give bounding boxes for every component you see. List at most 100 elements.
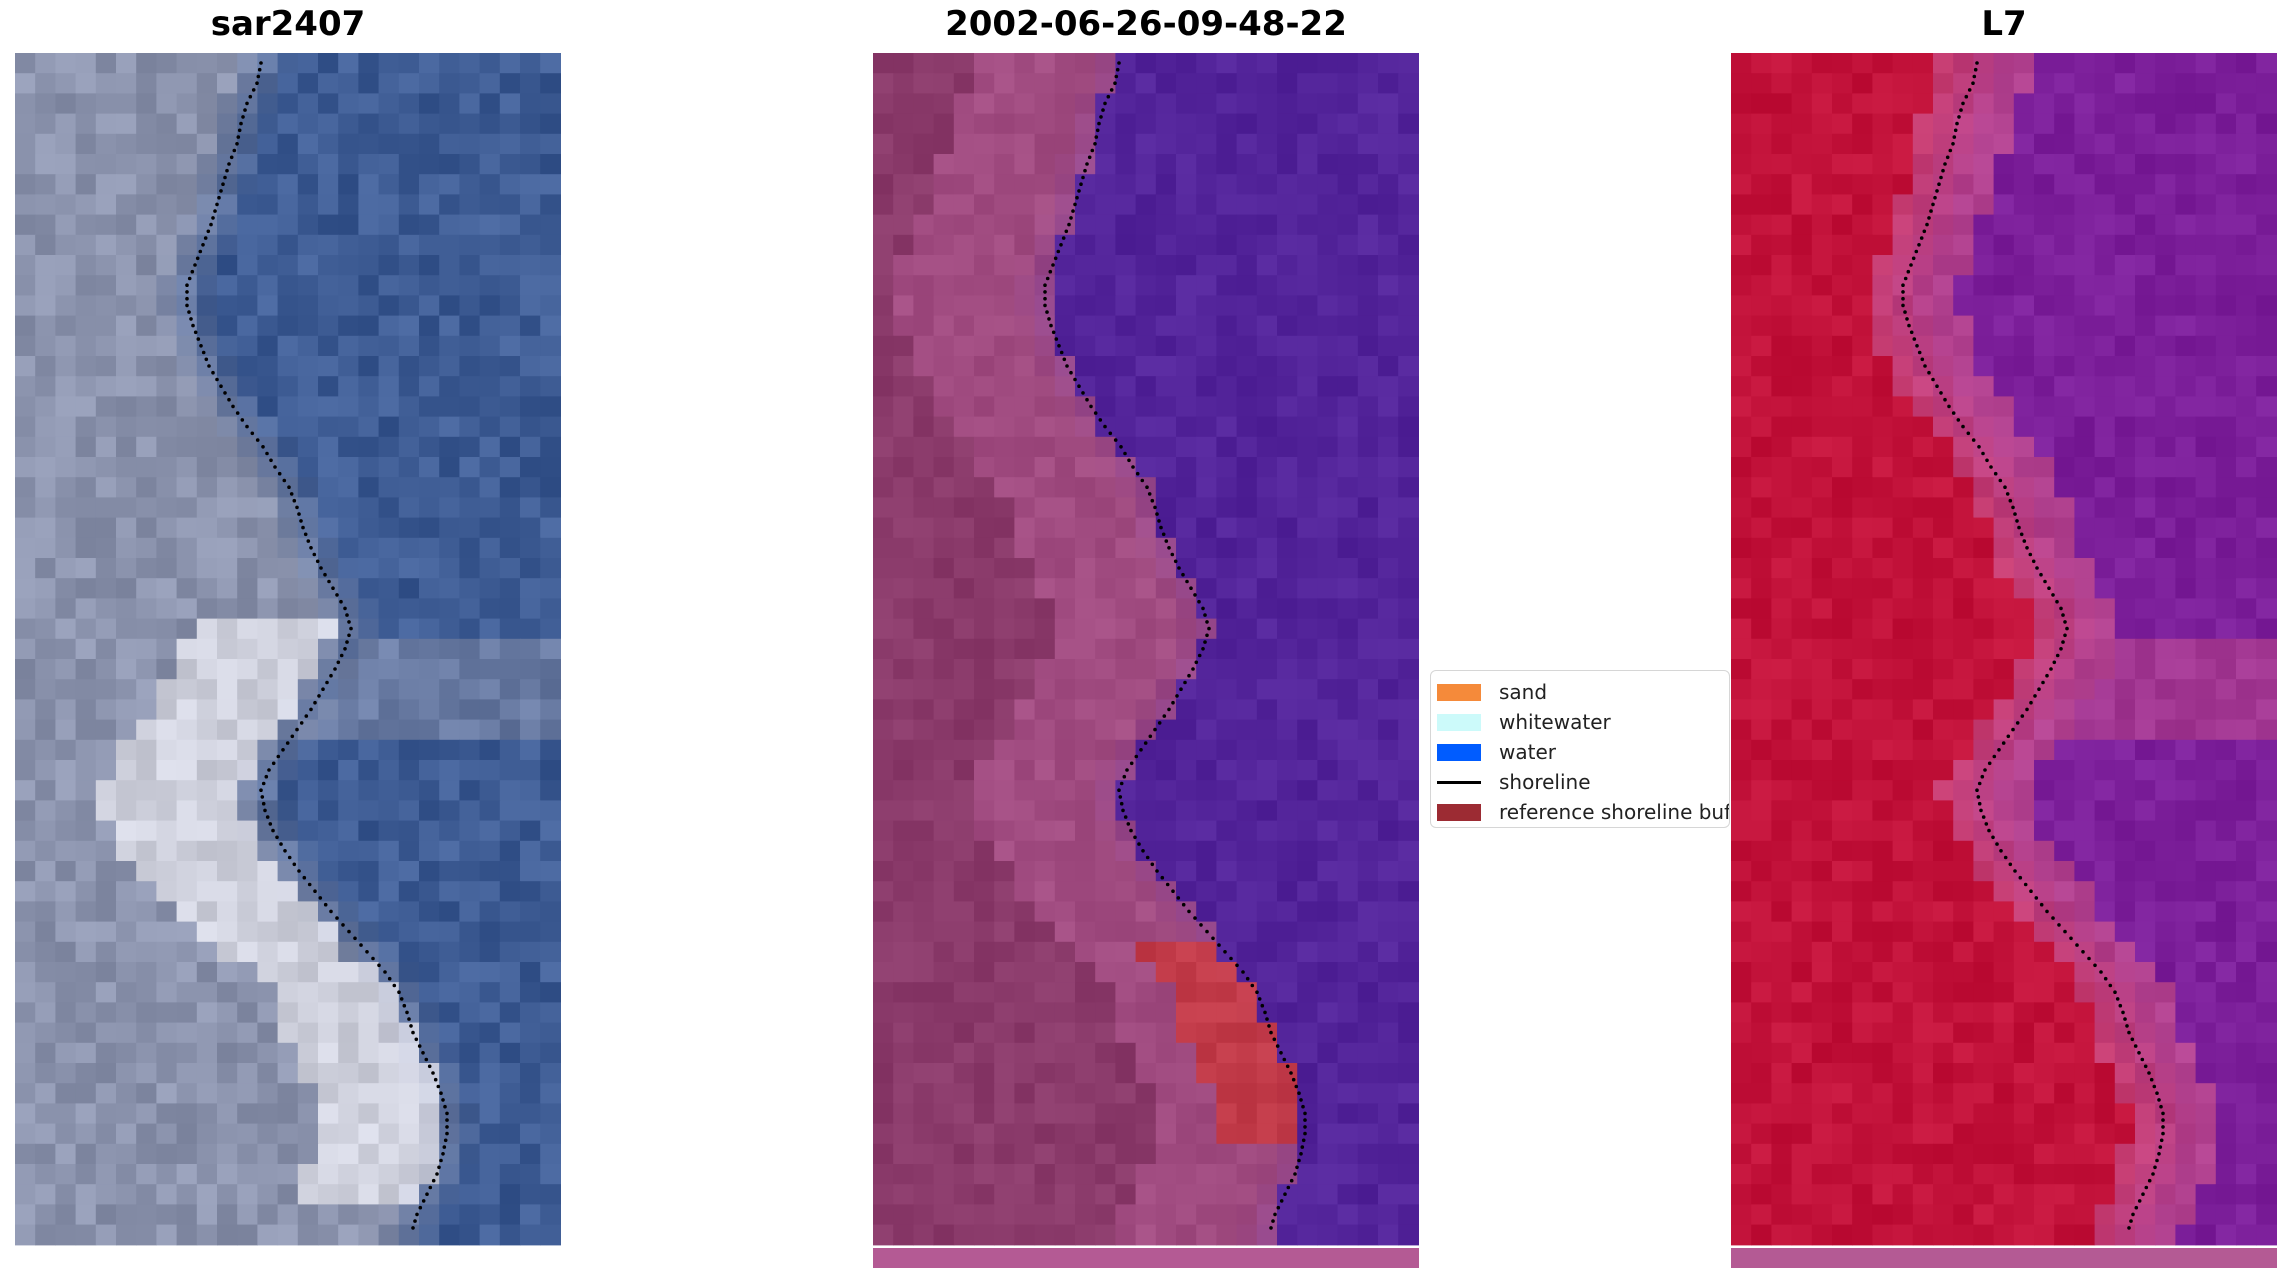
image-pixel bbox=[933, 174, 955, 195]
image-pixel bbox=[378, 962, 400, 983]
image-pixel bbox=[2155, 962, 2176, 983]
image-pixel bbox=[2256, 234, 2277, 256]
image-pixel bbox=[95, 719, 117, 741]
image-pixel bbox=[176, 1083, 198, 1104]
image-pixel bbox=[398, 174, 420, 195]
shoreline-dot bbox=[1260, 1003, 1265, 1008]
image-pixel bbox=[1398, 214, 1419, 236]
image-pixel bbox=[75, 1224, 97, 1246]
image-pixel bbox=[1176, 719, 1197, 741]
image-pixel bbox=[1155, 457, 1177, 478]
image-pixel bbox=[1832, 275, 1853, 296]
image-pixel bbox=[2074, 820, 2096, 842]
image-pixel bbox=[1337, 1022, 1359, 1044]
shoreline-dot bbox=[185, 290, 189, 294]
image-pixel bbox=[318, 133, 339, 155]
shoreline-dot bbox=[1077, 384, 1081, 389]
shoreline-dot bbox=[1126, 822, 1131, 826]
image-pixel bbox=[35, 881, 56, 902]
image-pixel bbox=[1216, 396, 1238, 418]
image-pixel bbox=[75, 73, 97, 94]
image-pixel bbox=[2074, 1002, 2096, 1024]
image-pixel bbox=[136, 941, 157, 963]
image-pixel bbox=[1953, 436, 1974, 458]
image-pixel bbox=[1933, 861, 1954, 882]
image-pixel bbox=[398, 921, 420, 943]
image-pixel bbox=[1751, 982, 1772, 1003]
image-pixel bbox=[1953, 234, 1974, 256]
image-pixel bbox=[1075, 396, 1096, 418]
image-pixel bbox=[1196, 962, 1217, 983]
image-pixel bbox=[297, 133, 319, 155]
image-pixel bbox=[994, 1204, 1015, 1226]
image-pixel bbox=[2175, 53, 2197, 74]
image-pixel bbox=[116, 739, 137, 761]
image-pixel bbox=[55, 618, 77, 640]
image-pixel bbox=[1973, 497, 1995, 519]
image-pixel bbox=[2215, 275, 2237, 296]
image-pixel bbox=[75, 739, 97, 761]
image-pixel bbox=[1216, 497, 1238, 519]
image-pixel bbox=[459, 53, 481, 74]
image-pixel bbox=[2215, 739, 2237, 761]
image-pixel bbox=[1216, 436, 1238, 458]
shoreline-dot bbox=[1062, 357, 1067, 362]
image-pixel bbox=[1054, 982, 1076, 1003]
image-pixel bbox=[974, 335, 995, 357]
image-pixel bbox=[953, 598, 975, 620]
image-pixel bbox=[1075, 477, 1096, 498]
image-pixel bbox=[1791, 719, 1813, 741]
image-pixel bbox=[1398, 174, 1419, 195]
image-pixel bbox=[2236, 861, 2257, 882]
image-pixel bbox=[2215, 214, 2237, 236]
image-pixel bbox=[2256, 982, 2277, 1003]
image-pixel bbox=[1115, 53, 1137, 74]
image-pixel bbox=[55, 214, 77, 236]
image-pixel bbox=[1054, 1022, 1076, 1044]
image-pixel bbox=[2256, 739, 2277, 761]
image-pixel bbox=[2034, 194, 2055, 216]
image-pixel bbox=[1933, 335, 1954, 357]
image-pixel bbox=[1014, 780, 1036, 801]
image-pixel bbox=[1811, 962, 1833, 983]
image-pixel bbox=[479, 760, 501, 781]
image-pixel bbox=[2054, 699, 2075, 721]
image-pixel bbox=[1236, 1103, 1258, 1125]
image-pixel bbox=[2236, 1063, 2257, 1084]
image-pixel bbox=[994, 659, 1015, 680]
image-pixel bbox=[196, 638, 218, 660]
image-pixel bbox=[479, 780, 501, 801]
image-pixel bbox=[2114, 194, 2136, 216]
image-pixel bbox=[55, 295, 77, 317]
image-pixel bbox=[1317, 820, 1339, 842]
image-pixel bbox=[479, 1204, 501, 1226]
image-pixel bbox=[378, 840, 400, 862]
image-pixel bbox=[1054, 1123, 1076, 1145]
image-pixel bbox=[1993, 679, 2015, 700]
image-pixel bbox=[1791, 457, 1813, 478]
image-pixel bbox=[2074, 901, 2096, 923]
image-pixel bbox=[116, 477, 137, 498]
image-pixel bbox=[1216, 214, 1238, 236]
image-pixel bbox=[257, 1022, 279, 1044]
image-pixel bbox=[2054, 861, 2075, 882]
image-pixel bbox=[1811, 255, 1833, 276]
image-pixel bbox=[1277, 982, 1298, 1003]
image-pixel bbox=[196, 962, 218, 983]
image-pixel bbox=[2256, 93, 2277, 115]
image-pixel bbox=[398, 719, 420, 741]
image-pixel bbox=[2135, 861, 2156, 882]
shoreline-dot bbox=[256, 74, 261, 79]
image-pixel bbox=[419, 598, 440, 620]
image-pixel bbox=[1176, 457, 1197, 478]
image-pixel bbox=[994, 214, 1015, 236]
image-pixel bbox=[378, 1022, 400, 1044]
image-pixel bbox=[1115, 679, 1137, 700]
image-pixel bbox=[15, 598, 36, 620]
shoreline-dot bbox=[443, 1104, 447, 1109]
image-pixel bbox=[873, 840, 894, 862]
image-pixel bbox=[1791, 982, 1813, 1003]
image-pixel bbox=[2013, 982, 2035, 1003]
image-pixel bbox=[1791, 376, 1813, 397]
image-pixel bbox=[1277, 1143, 1298, 1165]
